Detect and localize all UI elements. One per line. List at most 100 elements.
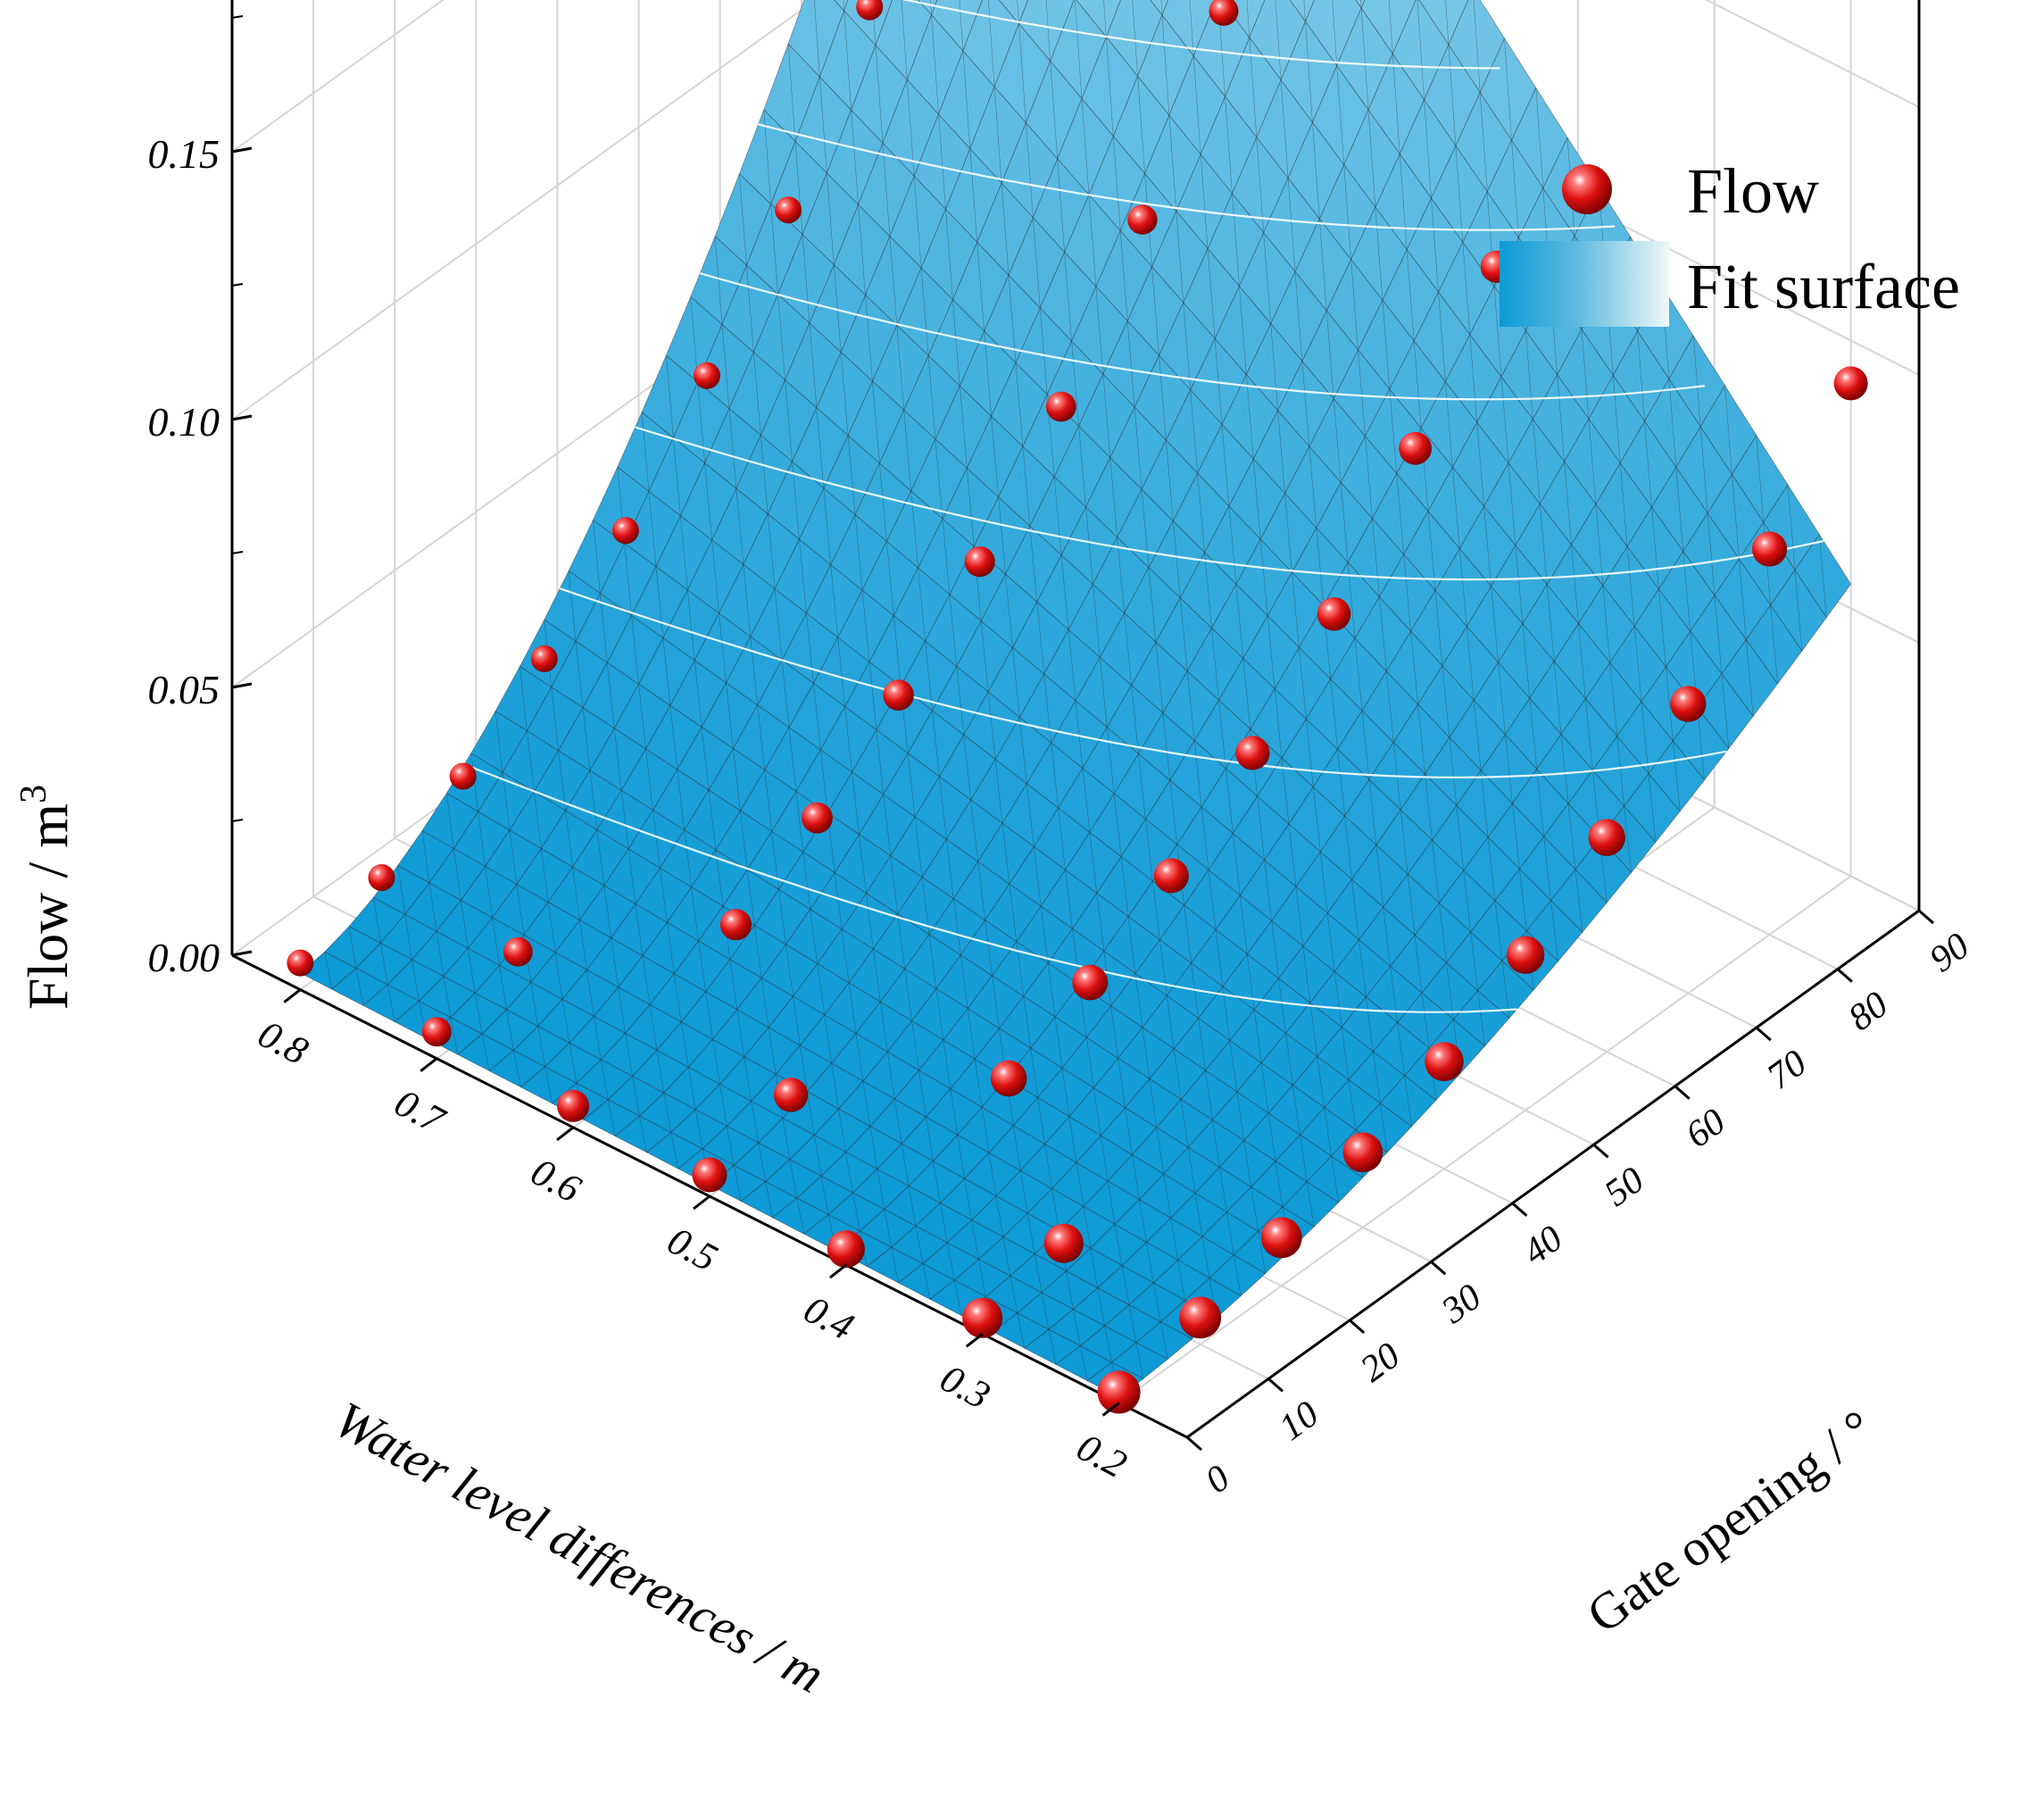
surface-diagonal: [799, 539, 807, 613]
surface-diagonal: [802, 852, 811, 910]
surface-diagonal: [988, 1153, 997, 1196]
surface-diagonal: [1161, 14, 1170, 116]
surface-diagonal: [1163, 1173, 1171, 1219]
surface-diagonal: [1493, 286, 1502, 378]
surface-diagonal: [1658, 588, 1666, 668]
surface-diagonal: [890, 855, 898, 914]
surface-diagonal: [1036, 602, 1044, 675]
surface-diagonal: [1692, 336, 1701, 427]
surface-diagonal: [1050, 61, 1058, 159]
surface-diagonal: [1448, 45, 1457, 146]
surface-diagonal: [778, 889, 786, 945]
surface-diagonal: [889, 236, 898, 326]
x-tick: [1101, 1402, 1120, 1417]
surface-diagonal: [872, 0, 877, 46]
surface-diagonal: [957, 1135, 965, 1179]
surface-diagonal: [1019, 717, 1027, 784]
surface-diagonal: [1177, 1260, 1185, 1301]
surface-diagonal: [938, 113, 946, 210]
flow-point: [964, 546, 995, 578]
surface-diagonal: [852, 1193, 860, 1231]
surface-diagonal: [502, 772, 511, 830]
flow-point: [883, 679, 914, 711]
surface-diagonal: [848, 982, 857, 1034]
surface-diagonal: [649, 1004, 658, 1051]
surface-diagonal: [1358, 349, 1366, 437]
y-axis-title: Gate opening / °: [1576, 1398, 1884, 1644]
wall-grid-z: [231, 0, 445, 153]
surface-diagonal: [1431, 197, 1439, 293]
surface-diagonal: [478, 812, 486, 867]
surface-diagonal: [481, 1034, 490, 1071]
surface-diagonal: [373, 897, 381, 944]
surface-diagonal: [1113, 793, 1122, 857]
surface-diagonal: [1097, 1287, 1105, 1327]
surface-diagonal: [1560, 734, 1569, 804]
surface-diagonal: [656, 1050, 665, 1094]
surface-diagonal: [1174, 1048, 1182, 1100]
surface-diagonal: [1375, 845, 1384, 908]
surface-diagonal: [632, 1076, 640, 1117]
surface-diagonal: [1103, 951, 1111, 1006]
y-tick: [1349, 1319, 1366, 1335]
flow-point: [530, 645, 558, 672]
surface-diagonal: [802, 234, 810, 324]
surface-diagonal: [1819, 534, 1827, 618]
surface-diagonal: [582, 707, 591, 771]
surface-diagonal: [1260, 1062, 1269, 1114]
surface-diagonal: [817, 963, 825, 1015]
surface-diagonal: [1033, 217, 1041, 309]
surface-diagonal: [840, 352, 849, 436]
surface-diagonal: [1085, 506, 1093, 585]
surface-diagonal: [534, 791, 542, 849]
flow-point: [557, 1089, 590, 1122]
surface-diagonal: [1162, 712, 1171, 781]
surface-diagonal: [1319, 219, 1327, 312]
x-tick-label: 0.3: [934, 1356, 998, 1418]
surface-diagonal: [991, 416, 999, 497]
surface-diagonal: [1281, 758, 1290, 825]
surface-diagonal: [1480, 770, 1489, 837]
surface-diagonal: [397, 865, 405, 915]
surface-diagonal: [1414, 935, 1423, 994]
surface-diagonal: [1424, 99, 1432, 199]
y-tick: [1267, 1378, 1284, 1393]
surface-diagonal: [1487, 837, 1496, 901]
surface-diagonal: [1145, 819, 1153, 881]
surface-diagonal: [1152, 880, 1160, 940]
surface-diagonal: [607, 1099, 616, 1136]
surface-diagonal: [635, 903, 644, 956]
surface-diagonal: [1124, 612, 1132, 686]
surface-diagonal: [1515, 545, 1524, 624]
surface-diagonal: [1232, 193, 1240, 287]
surface-diagonal: [1288, 823, 1297, 887]
surface-diagonal: [1334, 971, 1342, 1028]
surface-diagonal: [1034, 1253, 1043, 1293]
surface-diagonal: [667, 922, 675, 974]
surface-diagonal: [1619, 462, 1628, 547]
surface-diagonal: [565, 810, 573, 868]
surface-diagonal: [908, 1186, 917, 1227]
flow-point: [1833, 366, 1868, 401]
surface-diagonal: [485, 866, 493, 918]
surface-diagonal: [1406, 249, 1415, 342]
x-tick: [283, 988, 302, 1003]
surface-diagonal: [1432, 840, 1440, 903]
contour-line: [635, 426, 1824, 581]
surface-diagonal: [516, 884, 525, 936]
surface-diagonal: [1312, 122, 1320, 220]
y-tick-label: 50: [1597, 1160, 1651, 1215]
surface-diagonal: [652, 810, 661, 869]
surface-diagonal: [1066, 1270, 1074, 1310]
surface-diagonal: [1512, 803, 1520, 870]
surface-diagonal: [519, 666, 528, 731]
surface-diagonal: [751, 1101, 759, 1144]
surface-diagonal: [600, 593, 608, 663]
surface-diagonal: [816, 407, 825, 488]
surface-diagonal: [877, 1169, 885, 1210]
surface-diagonal: [1253, 1010, 1262, 1063]
z-tick-label: 0.00: [148, 935, 220, 980]
surface-diagonal: [506, 1009, 514, 1051]
flow-point: [692, 1157, 727, 1193]
flow-point: [1751, 531, 1788, 567]
